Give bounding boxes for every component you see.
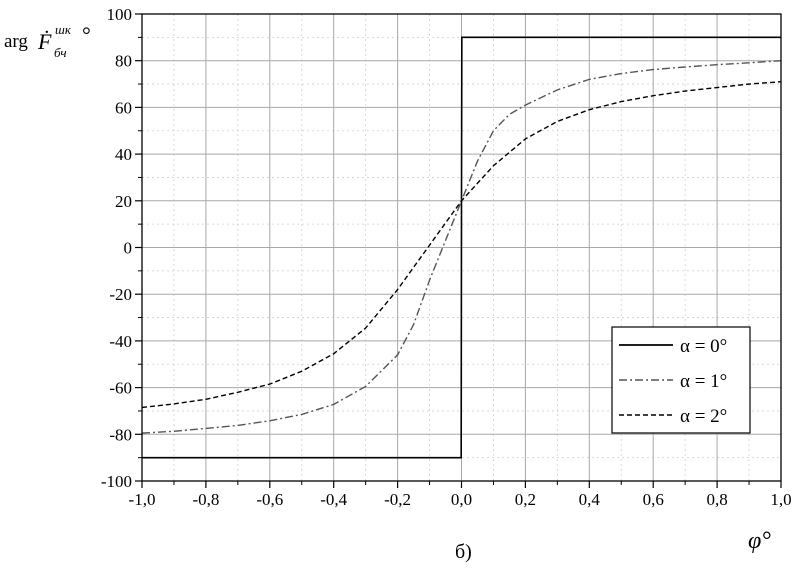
x-tick-label: -1,0	[129, 490, 156, 509]
legend-label-3: α = 2°	[680, 406, 727, 427]
y-tick-labels: -100 -80 -60 -40 -20 0 20 40 60 80 100	[101, 5, 132, 491]
x-tick-label: 1,0	[770, 490, 791, 509]
ticks-layer	[135, 13, 782, 488]
y-tick-label: -100	[101, 472, 132, 491]
x-axis-title: φ°	[748, 528, 771, 554]
y-tick-label: 80	[115, 52, 132, 71]
x-tick-labels: -1,0 -0,8 -0,6 -0,4 -0,2 0,0 0,2 0,4 0,6 0,8 1,0	[129, 490, 792, 509]
y-axis-title-subscript: бч	[54, 45, 67, 60]
series-line-3	[141, 81, 782, 409]
y-tick-label: 100	[107, 5, 133, 24]
figure-caption: б)	[455, 541, 472, 563]
y-tick-label: 0	[124, 239, 133, 258]
y-axis-title-prefix: arg	[4, 31, 28, 52]
legend: α = 0° α = 1° α = 2°	[611, 326, 751, 434]
y-tick-label: -60	[109, 379, 132, 398]
x-tick-label: 0,0	[451, 490, 472, 509]
y-tick-label: 40	[115, 145, 132, 164]
x-tick-label: -0,8	[192, 490, 219, 509]
x-tick-label: 0,2	[515, 490, 536, 509]
y-axis-title: arg Ḟ шк бч °	[4, 22, 91, 60]
x-tick-label: -0,4	[320, 490, 347, 509]
x-tick-label: -0,6	[256, 490, 283, 509]
y-axis-title-unit: °	[82, 22, 91, 47]
y-tick-label: 60	[115, 98, 132, 117]
x-tick-label: 0,6	[643, 490, 664, 509]
x-tick-label: 0,8	[706, 490, 727, 509]
series-layer	[141, 36, 782, 459]
y-tick-label: -40	[109, 332, 132, 351]
x-tick-label: -0,2	[384, 490, 411, 509]
legend-label-1: α = 0°	[680, 336, 727, 357]
y-tick-label: -80	[109, 425, 132, 444]
legend-label-2: α = 1°	[680, 371, 727, 392]
y-tick-label: 20	[115, 192, 132, 211]
x-tick-label: 0,4	[579, 490, 601, 509]
y-axis-title-superscript: шк	[55, 22, 72, 37]
y-tick-label: -20	[109, 285, 132, 304]
y-axis-title-symbol: Ḟ	[37, 29, 52, 54]
